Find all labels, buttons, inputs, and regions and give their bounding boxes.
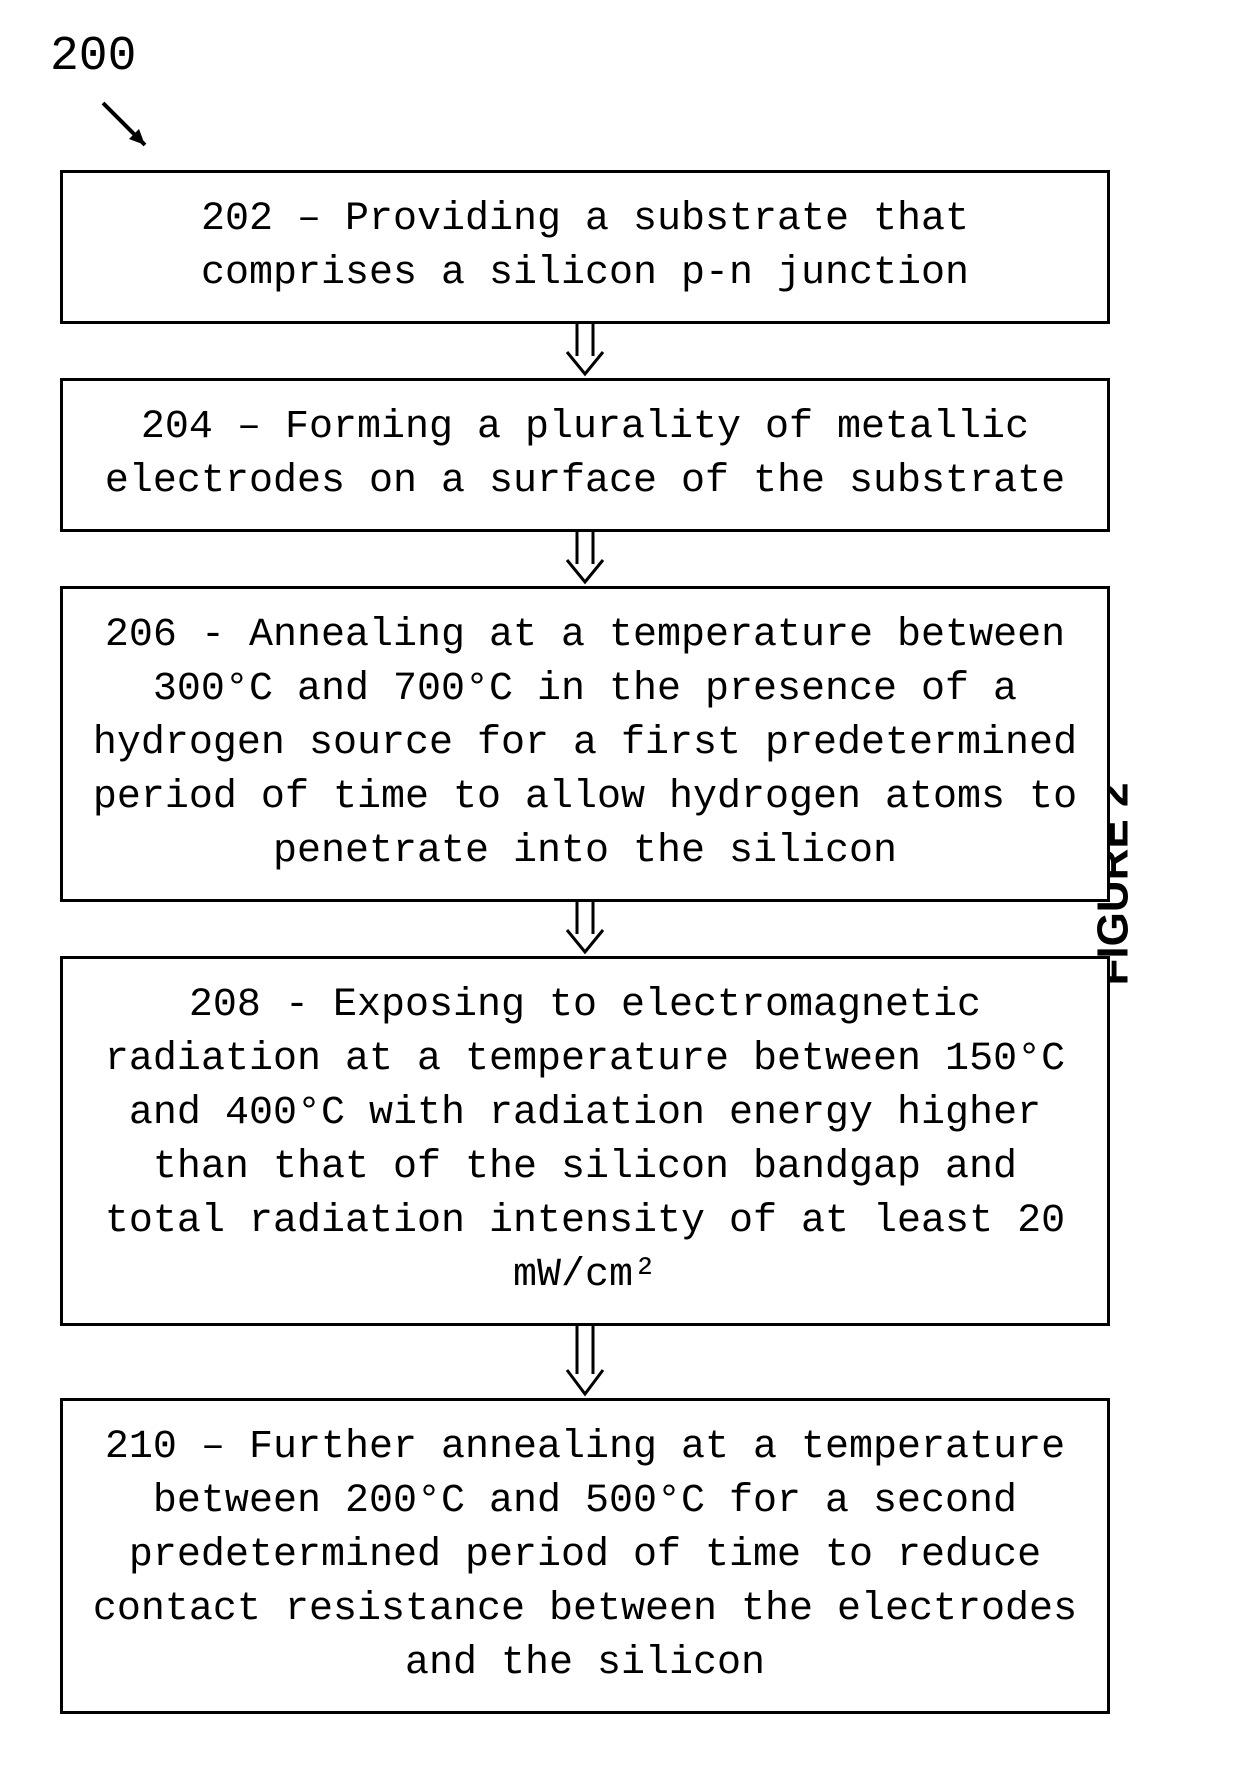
- arrow-connector: [60, 900, 1110, 958]
- page-container: 200 FIGURE 2 202 – Providing a substrate…: [0, 0, 1240, 1767]
- step-box-204: 204 – Forming a plurality of metallic el…: [60, 378, 1110, 532]
- arrow-down-icon: [555, 530, 615, 588]
- step-box-208: 208 - Exposing to electromagnetic radiat…: [60, 956, 1110, 1326]
- reference-number: 200: [50, 30, 136, 84]
- step-box-210: 210 – Further annealing at a temperature…: [60, 1398, 1110, 1714]
- step-box-206: 206 - Annealing at a temperature between…: [60, 586, 1110, 902]
- arrow-connector: [60, 1324, 1110, 1400]
- arrow-connector: [60, 322, 1110, 380]
- arrow-connector: [60, 530, 1110, 588]
- step-text: 206 - Annealing at a temperature between…: [93, 613, 1077, 874]
- step-text: 202 – Providing a substrate that compris…: [201, 197, 969, 296]
- flowchart: 202 – Providing a substrate that compris…: [60, 170, 1110, 1714]
- arrow-down-icon: [555, 322, 615, 380]
- arrow-down-icon: [555, 900, 615, 958]
- step-text: 208 - Exposing to electromagnetic radiat…: [105, 983, 1065, 1298]
- step-box-202: 202 – Providing a substrate that compris…: [60, 170, 1110, 324]
- arrow-down-icon: [555, 1324, 615, 1400]
- reference-arrow-icon: [95, 95, 165, 165]
- step-text: 210 – Further annealing at a temperature…: [93, 1425, 1077, 1686]
- step-text: 204 – Forming a plurality of metallic el…: [105, 405, 1065, 504]
